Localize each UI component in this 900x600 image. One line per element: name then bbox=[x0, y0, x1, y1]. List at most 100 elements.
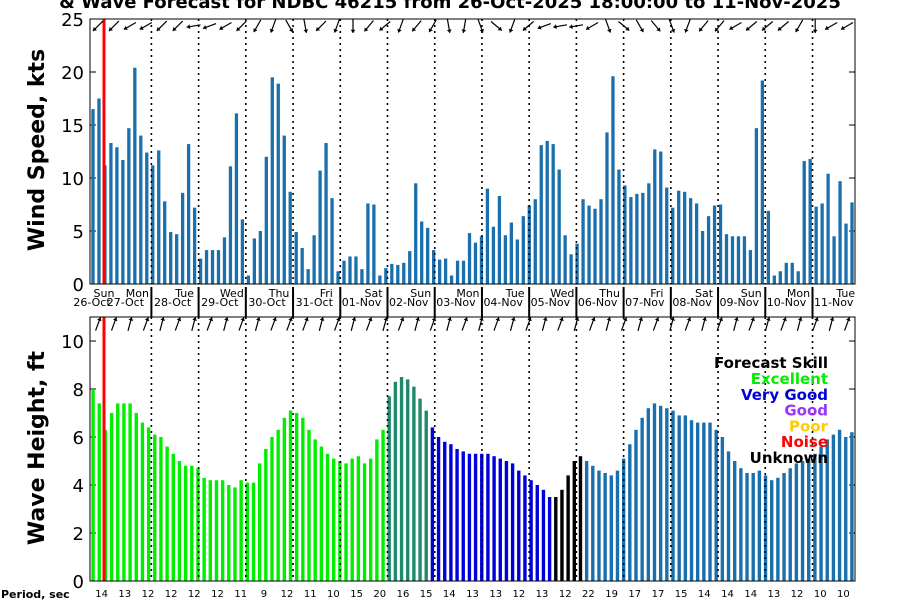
period-tick-label: 13 bbox=[489, 589, 502, 600]
wind-panel: 0510152025Sun26-OctMon27-OctTue28-OctWed… bbox=[61, 10, 856, 317]
wind-bar bbox=[551, 144, 555, 284]
wave-bar bbox=[331, 458, 336, 581]
period-tick-label: 20 bbox=[373, 589, 386, 600]
wave-direction-arrow bbox=[844, 317, 851, 331]
day-of-week-label: Fri bbox=[650, 287, 663, 300]
wave-ytick-label: 0 bbox=[73, 572, 84, 593]
wind-direction-arrow bbox=[569, 24, 584, 29]
wind-bar bbox=[647, 183, 651, 284]
wave-bar bbox=[745, 473, 749, 581]
wave-bar bbox=[708, 422, 712, 581]
wind-bar bbox=[844, 223, 848, 284]
period-tick-label: 10 bbox=[327, 589, 340, 600]
wind-bar bbox=[629, 197, 633, 284]
wave-bar bbox=[652, 403, 657, 581]
period-tick-label: 10 bbox=[814, 589, 827, 600]
wind-direction-arrow bbox=[698, 20, 709, 32]
wave-direction-arrow bbox=[334, 317, 341, 331]
wave-bar bbox=[800, 461, 805, 581]
wave-bar bbox=[443, 441, 447, 581]
wind-direction-arrow bbox=[446, 18, 452, 34]
period-tick-label: 12 bbox=[513, 589, 526, 600]
wind-bar bbox=[473, 242, 478, 284]
period-tick-label: 17 bbox=[628, 589, 641, 600]
wave-bar bbox=[227, 485, 231, 581]
wave-bar bbox=[177, 461, 182, 581]
wave-bar bbox=[541, 489, 546, 581]
wave-bar bbox=[153, 434, 157, 581]
wave-bar bbox=[214, 480, 219, 581]
wind-bar bbox=[240, 219, 245, 284]
legend-item: Very Good bbox=[741, 386, 828, 404]
wind-direction-arrow bbox=[186, 24, 201, 29]
wind-bar bbox=[151, 165, 155, 284]
wind-bar bbox=[204, 250, 209, 284]
wind-bar bbox=[557, 169, 561, 284]
wind-bar bbox=[91, 109, 95, 284]
wave-bar bbox=[702, 422, 706, 581]
wave-bar bbox=[819, 446, 823, 581]
wind-ytick-label: 5 bbox=[73, 222, 84, 243]
legend-item: Excellent bbox=[751, 370, 828, 388]
wind-bar bbox=[186, 144, 191, 284]
wave-bar bbox=[807, 458, 811, 581]
wave-bar bbox=[220, 480, 225, 581]
period-tick-label: 14 bbox=[95, 589, 108, 600]
wind-bar bbox=[641, 192, 645, 284]
wave-bar bbox=[720, 437, 725, 581]
wave-direction-arrow bbox=[223, 317, 229, 331]
wind-bar bbox=[754, 128, 759, 284]
wind-bar bbox=[611, 76, 615, 285]
wave-bar bbox=[313, 439, 317, 581]
date-label: 11-Nov bbox=[814, 296, 854, 309]
wind-direction-arrow bbox=[477, 19, 484, 33]
wind-direction-arrow bbox=[202, 23, 217, 30]
wind-direction-arrow bbox=[333, 19, 340, 33]
wave-bar bbox=[183, 465, 188, 581]
wind-bar bbox=[503, 235, 508, 284]
wave-bar bbox=[134, 413, 138, 581]
wind-direction-arrow bbox=[684, 19, 691, 33]
wind-bar bbox=[671, 207, 675, 284]
wind-bar bbox=[115, 147, 119, 284]
period-tick-label: 14 bbox=[744, 589, 757, 600]
wave-bar bbox=[473, 453, 478, 581]
wind-bar bbox=[366, 203, 370, 284]
date-label: 27-Oct bbox=[107, 296, 145, 309]
wave-bar bbox=[695, 422, 700, 581]
wave-bar bbox=[140, 422, 145, 581]
wave-direction-arrow bbox=[365, 317, 373, 331]
wave-bar bbox=[128, 403, 132, 581]
wave-direction-arrow bbox=[270, 317, 277, 331]
wave-bar bbox=[387, 396, 391, 581]
wave-direction-arrow bbox=[589, 317, 596, 331]
legend-item: Poor bbox=[789, 417, 829, 435]
wind-direction-arrow bbox=[397, 19, 404, 33]
wave-direction-arrow bbox=[509, 317, 516, 331]
wind-bar bbox=[569, 254, 573, 284]
wave-bar bbox=[776, 477, 780, 581]
wind-bar bbox=[677, 190, 681, 284]
wind-bar bbox=[635, 193, 639, 284]
wave-bar bbox=[362, 463, 367, 581]
wave-direction-arrow bbox=[493, 317, 500, 331]
wave-bar bbox=[578, 456, 583, 581]
wave-bar bbox=[393, 381, 398, 581]
date-label: 28-Oct bbox=[154, 296, 192, 309]
wind-bar bbox=[372, 204, 376, 284]
wind-bar bbox=[491, 226, 496, 284]
date-label: 30-Oct bbox=[248, 296, 286, 309]
wind-direction-arrow bbox=[840, 21, 854, 31]
date-label: 07-Nov bbox=[625, 296, 665, 309]
day-of-week-label: Wed bbox=[220, 287, 244, 300]
wave-bar bbox=[677, 415, 681, 581]
wind-bar bbox=[288, 191, 292, 284]
wave-bar bbox=[547, 497, 552, 581]
period-tick-label: 14 bbox=[443, 589, 456, 600]
wave-direction-arrow bbox=[414, 317, 420, 331]
wave-bar bbox=[480, 453, 484, 581]
wind-bar bbox=[760, 80, 765, 284]
wind-direction-arrow bbox=[253, 19, 262, 33]
wave-bar bbox=[831, 434, 836, 581]
